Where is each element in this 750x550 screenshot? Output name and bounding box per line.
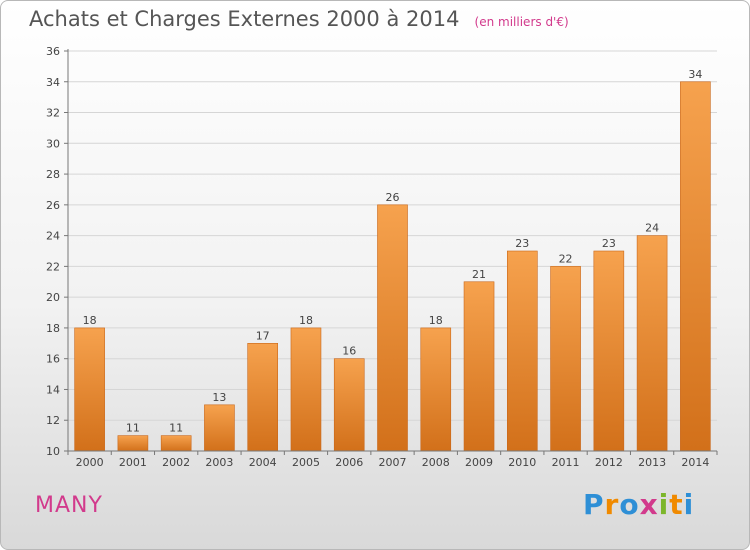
y-tick-label: 20 <box>46 291 60 304</box>
value-label-2000: 18 <box>83 314 97 327</box>
y-tick-label: 18 <box>46 322 60 335</box>
x-tick-label-2011: 2011 <box>552 456 580 469</box>
value-label-2012: 23 <box>602 237 616 250</box>
x-tick-label-2004: 2004 <box>249 456 277 469</box>
y-tick-label: 22 <box>46 260 60 273</box>
x-tick-label-2007: 2007 <box>379 456 407 469</box>
bar-2011 <box>550 266 581 452</box>
value-label-2001: 11 <box>126 422 140 435</box>
x-tick-label-2003: 2003 <box>205 456 233 469</box>
value-label-2003: 13 <box>212 391 226 404</box>
logo-letter: r <box>604 488 620 521</box>
y-tick-label: 10 <box>46 445 60 458</box>
x-tick-label-2010: 2010 <box>508 456 536 469</box>
x-tick-label-2013: 2013 <box>638 456 666 469</box>
bar-2006 <box>333 358 365 452</box>
x-tick-label-2012: 2012 <box>595 456 623 469</box>
chart-subtitle: (en milliers d'€) <box>474 15 569 29</box>
bar-2005 <box>290 327 322 452</box>
value-label-2002: 11 <box>169 422 183 435</box>
y-tick-label: 30 <box>46 137 60 150</box>
y-tick-label: 36 <box>46 45 60 58</box>
y-tick-label: 34 <box>46 76 60 89</box>
y-tick-label: 16 <box>46 353 60 366</box>
y-tick-label: 12 <box>46 414 60 427</box>
x-tick-label-2014: 2014 <box>681 456 709 469</box>
chart-header: Achats et Charges Externes 2000 à 2014 (… <box>29 7 569 31</box>
bar-2000 <box>74 327 105 452</box>
x-tick-label-2000: 2000 <box>76 456 104 469</box>
value-label-2011: 22 <box>559 252 573 265</box>
chart-title: Achats et Charges Externes 2000 à 2014 <box>29 7 460 31</box>
bar-2013 <box>636 235 668 452</box>
value-label-2013: 24 <box>645 222 659 235</box>
x-tick-label-2006: 2006 <box>335 456 363 469</box>
bars: 18 11 11 13 17 18 16 26 18 21 23 22 23 24 34 <box>74 68 711 452</box>
logo-letter: t <box>669 488 684 521</box>
logo-letter: o <box>619 488 640 521</box>
bar-2004 <box>247 343 278 452</box>
place-name: MANY <box>35 493 103 518</box>
bar-2008 <box>420 327 452 452</box>
logo-letter: i <box>658 488 670 521</box>
y-tick-label: 32 <box>46 107 60 120</box>
bar-2007 <box>377 204 408 452</box>
logo-letter: x <box>639 488 659 521</box>
x-tick-label-2002: 2002 <box>162 456 190 469</box>
y-tick-label: 26 <box>46 199 60 212</box>
bar-2001 <box>117 435 149 452</box>
bar-2002 <box>160 435 192 452</box>
bar-2014 <box>680 81 711 452</box>
x-tick-label-2005: 2005 <box>292 456 320 469</box>
bar-2012 <box>593 250 625 452</box>
value-label-2006: 16 <box>342 345 356 358</box>
proxiti-logo: Proxiti <box>583 488 694 521</box>
axes: 10 12 14 16 18 20 22 24 26 28 30 32 34 36 2000 2001 2002… <box>46 45 718 469</box>
value-label-2009: 21 <box>472 268 486 281</box>
x-tick-label-2008: 2008 <box>422 456 450 469</box>
value-label-2004: 17 <box>256 329 270 342</box>
value-label-2005: 18 <box>299 314 313 327</box>
value-label-2008: 18 <box>429 314 443 327</box>
y-tick-label: 28 <box>46 168 60 181</box>
bar-2009 <box>463 281 495 452</box>
x-tick-label-2009: 2009 <box>465 456 493 469</box>
value-label-2007: 26 <box>386 191 400 204</box>
value-label-2014: 34 <box>688 68 702 81</box>
bar-2010 <box>506 250 538 452</box>
bar-2003 <box>204 404 235 452</box>
y-tick-label: 24 <box>46 230 60 243</box>
logo-letter: P <box>583 488 605 521</box>
x-tick-label-2001: 2001 <box>119 456 147 469</box>
y-tick-label: 14 <box>46 383 60 396</box>
value-label-2010: 23 <box>515 237 529 250</box>
logo-letter: i <box>683 488 695 521</box>
